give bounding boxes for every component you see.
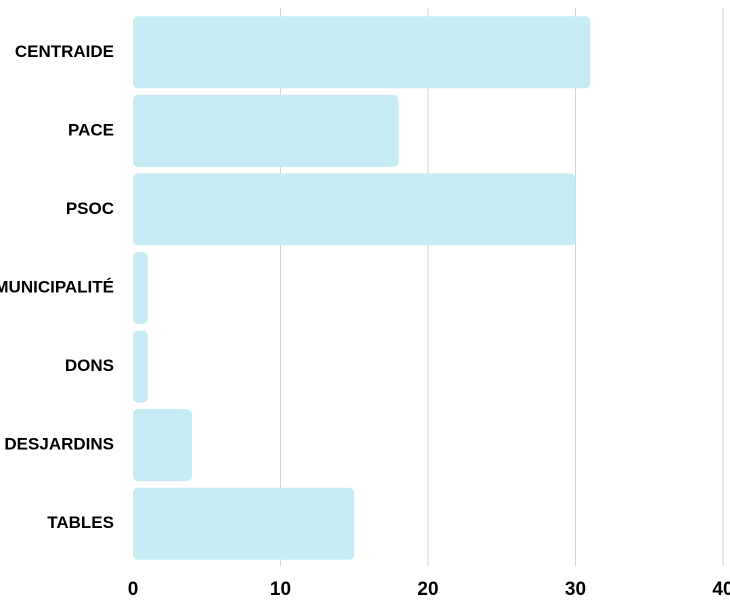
x-tick-label: 30 [565, 579, 586, 600]
x-tick-label: 40 [712, 579, 730, 600]
bar [133, 409, 192, 482]
y-tick-label: TABLES [47, 513, 114, 532]
x-tick-label: 0 [128, 579, 139, 600]
x-tick-label: 20 [417, 579, 438, 600]
x-tick-label: 10 [270, 579, 291, 600]
bar [133, 16, 591, 89]
y-tick-label: DONS [65, 356, 114, 375]
bar [133, 252, 148, 324]
bar [133, 173, 576, 246]
y-tick-label: DESJARDINS [4, 435, 114, 454]
bar [133, 487, 355, 560]
y-tick-label: MUNICIPALITÉ [0, 277, 114, 296]
y-tick-label: PSOC [66, 199, 114, 218]
bar [133, 330, 148, 403]
bar [133, 94, 399, 167]
y-tick-label: CENTRAIDE [15, 42, 114, 61]
y-tick-label: PACE [68, 120, 114, 139]
